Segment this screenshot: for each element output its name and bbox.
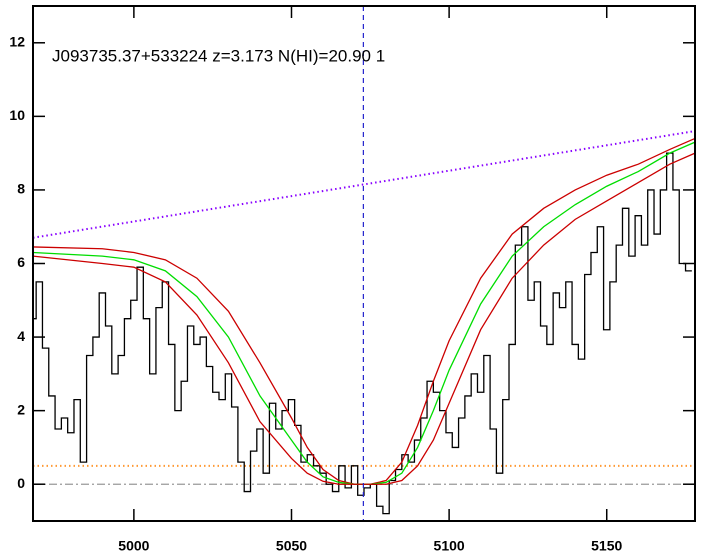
x-tick-label: 5050	[276, 538, 307, 554]
y-tick-label: 0	[17, 475, 25, 491]
plot-area	[33, 6, 695, 521]
chart-title: J093735.37+533224 z=3.173 N(HI)=20.90 1	[52, 46, 385, 65]
y-tick-label: 6	[17, 254, 25, 270]
series-line	[33, 137, 695, 485]
y-tick-label: 2	[17, 401, 25, 417]
y-tick-label: 12	[9, 33, 25, 49]
x-tick-label: 5100	[434, 538, 465, 554]
x-tick-label: 5000	[118, 538, 149, 554]
x-tick-label: 5150	[591, 538, 622, 554]
y-tick-label: 4	[17, 328, 25, 344]
series-line	[33, 141, 695, 485]
y-tick-label: 8	[17, 181, 25, 197]
series-line	[33, 152, 695, 485]
series-line	[33, 130, 695, 239]
y-tick-label: 10	[9, 107, 25, 123]
series-line	[33, 152, 692, 515]
